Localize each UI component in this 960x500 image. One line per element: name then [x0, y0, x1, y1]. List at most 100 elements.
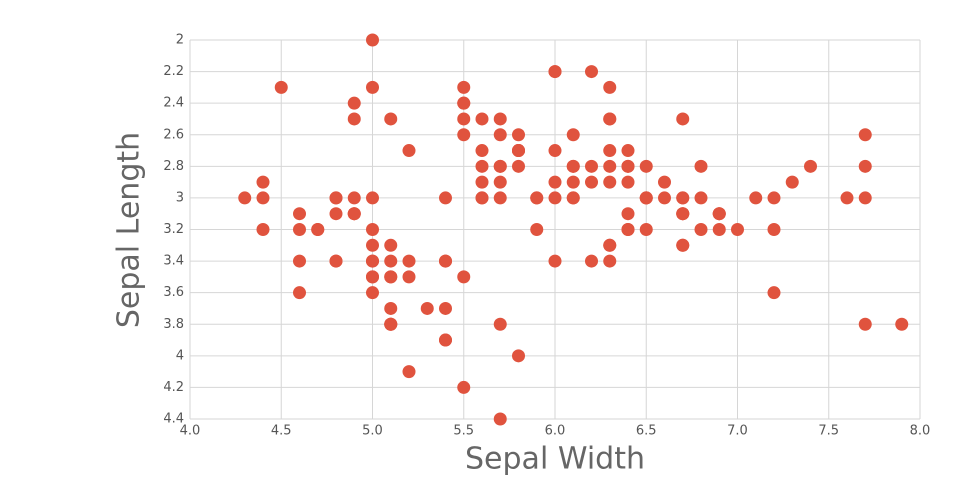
point — [457, 112, 471, 126]
point — [311, 223, 325, 236]
point — [475, 191, 489, 205]
point — [767, 286, 781, 300]
y-tick-label: 2.8 — [163, 159, 184, 174]
point — [293, 223, 306, 236]
point — [548, 191, 562, 205]
point — [603, 144, 617, 158]
point — [749, 191, 763, 205]
point — [694, 191, 708, 205]
point — [493, 159, 507, 173]
point — [475, 112, 489, 126]
point — [274, 80, 288, 94]
point — [603, 238, 617, 252]
point — [366, 270, 379, 284]
point — [767, 223, 781, 236]
point — [475, 144, 489, 158]
point — [238, 191, 252, 205]
point — [366, 191, 379, 205]
x-tick-label: 7.0 — [727, 424, 748, 439]
point — [293, 254, 306, 268]
y-tick-label: 2.4 — [163, 96, 184, 111]
point — [694, 159, 708, 173]
point — [895, 317, 909, 331]
x-tick-label: 6.0 — [545, 424, 566, 439]
y-tick-label: 2.6 — [163, 127, 184, 142]
point — [530, 191, 544, 205]
point — [384, 317, 398, 331]
point — [329, 191, 343, 205]
point — [621, 144, 635, 158]
y-tick-label: 4.2 — [163, 380, 184, 395]
point — [694, 223, 708, 236]
point — [493, 317, 507, 331]
point — [603, 80, 617, 94]
point — [366, 254, 379, 268]
point — [347, 207, 361, 221]
point — [402, 365, 416, 379]
point — [475, 175, 489, 189]
point — [439, 333, 452, 347]
point — [439, 254, 452, 268]
point — [621, 175, 635, 189]
point — [712, 207, 726, 221]
point — [603, 112, 617, 126]
point — [676, 238, 690, 252]
point — [347, 191, 361, 205]
point — [384, 112, 398, 126]
point — [858, 317, 872, 331]
point — [639, 223, 653, 236]
point — [366, 286, 379, 300]
point — [621, 207, 635, 221]
y-tick-label: 3 — [176, 190, 184, 205]
point — [347, 112, 361, 126]
point — [585, 175, 598, 189]
point — [329, 207, 343, 221]
point — [293, 286, 306, 300]
point — [366, 33, 379, 47]
point — [457, 80, 471, 94]
point — [603, 254, 617, 268]
point — [676, 207, 690, 221]
point — [712, 223, 726, 236]
point — [512, 349, 525, 363]
point — [585, 65, 598, 79]
point — [384, 301, 398, 315]
point — [493, 175, 507, 189]
point — [658, 175, 671, 189]
point — [256, 223, 270, 236]
point — [493, 112, 507, 126]
x-tick-label: 6.5 — [636, 424, 657, 439]
point — [585, 159, 598, 173]
y-tick-label: 3.2 — [163, 222, 184, 237]
point — [548, 175, 562, 189]
point — [347, 96, 361, 110]
point — [676, 112, 690, 126]
x-tick-label: 5.5 — [453, 424, 474, 439]
point — [329, 254, 343, 268]
x-axis-title: Sepal Width — [465, 442, 645, 477]
point — [548, 144, 562, 158]
x-tick-label: 4.0 — [180, 424, 201, 439]
point — [256, 191, 270, 205]
y-tick-label: 3.6 — [163, 285, 184, 300]
y-tick-label: 4 — [176, 348, 184, 363]
point — [658, 191, 671, 205]
point — [457, 128, 471, 142]
point — [384, 254, 398, 268]
point — [512, 144, 525, 158]
point — [439, 301, 452, 315]
x-tick-label: 4.5 — [271, 424, 292, 439]
point — [639, 191, 653, 205]
y-tick-label: 3.8 — [163, 317, 184, 332]
point — [603, 159, 617, 173]
point — [384, 270, 398, 284]
point — [548, 254, 562, 268]
point — [366, 223, 379, 236]
point — [493, 191, 507, 205]
y-axis-title: Sepal Length — [112, 132, 147, 328]
point — [621, 223, 635, 236]
point — [804, 159, 817, 173]
point — [785, 175, 799, 189]
